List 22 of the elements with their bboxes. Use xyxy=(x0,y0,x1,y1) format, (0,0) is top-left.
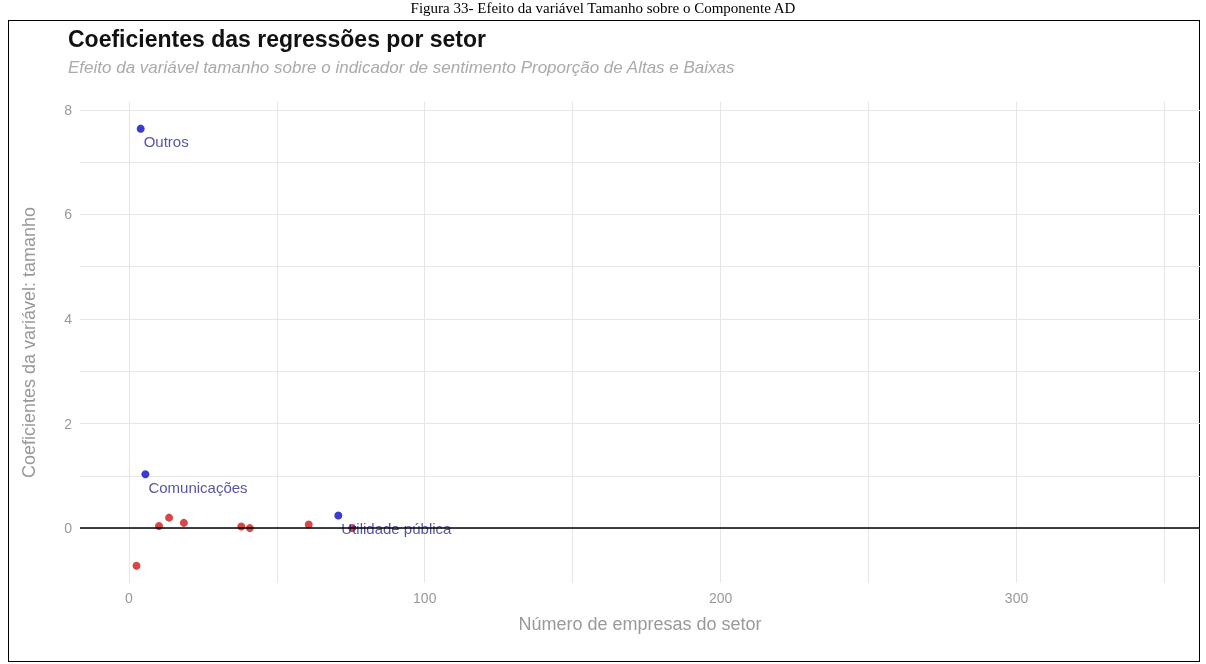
x-tick-label: 0 xyxy=(124,590,133,606)
y-tick-label: 6 xyxy=(64,206,73,223)
point xyxy=(334,511,343,520)
chart-title: Coeficientes das regressões por setor xyxy=(68,26,486,53)
point xyxy=(165,513,174,522)
x-tick-label: 100 xyxy=(413,590,437,606)
point xyxy=(132,561,141,570)
y-tick-label: 4 xyxy=(64,310,73,327)
y-axis-title: Coeficientes da variável: tamanho xyxy=(19,206,39,479)
y-tick-label: 0 xyxy=(64,520,73,537)
data-label: Comunicações xyxy=(148,478,248,496)
point xyxy=(179,518,188,527)
data-label: Outros xyxy=(143,133,189,151)
y-tick-label: 8 xyxy=(64,101,73,118)
x-tick-label: 300 xyxy=(1004,590,1029,606)
x-axis-title: Número de empresas do setor xyxy=(518,614,762,634)
chart-subtitle: Efeito da variável tamanho sobre o indicador de sentimento Proporção de Altas e Baixas xyxy=(68,58,735,78)
text: Figura 33- Efeito da variável Tamanho sobre o Componente AD xyxy=(409,0,797,17)
y-tick-label: 2 xyxy=(64,415,73,432)
x-tick-label: 200 xyxy=(708,590,733,606)
point xyxy=(141,470,150,479)
point xyxy=(136,124,145,133)
